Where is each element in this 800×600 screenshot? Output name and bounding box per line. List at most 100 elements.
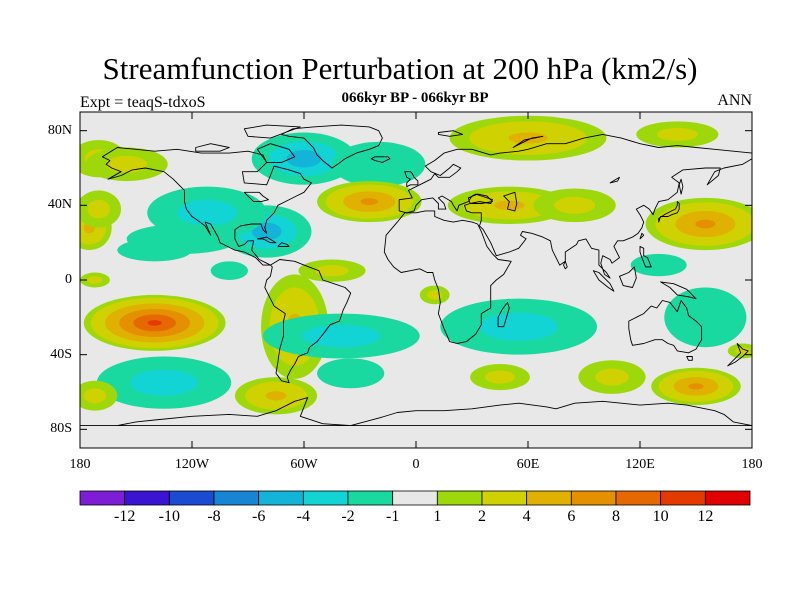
new-guinea	[660, 281, 697, 300]
lat-tick-label: 0	[65, 272, 72, 287]
contour-band	[259, 227, 275, 236]
sri-lanka	[563, 260, 568, 270]
colorbar-swatch	[704, 490, 751, 506]
plot-title: Streamfunction Perturbation at 200 hPa (…	[102, 51, 698, 86]
lake-baikal	[609, 176, 620, 184]
anomaly-cell	[85, 147, 168, 182]
colorbar-swatch	[392, 490, 438, 506]
colorbar-tick-label: -6	[251, 508, 266, 525]
anomaly-cell	[234, 377, 318, 415]
colorbar-tick-label: -4	[296, 508, 310, 525]
anomaly-cell	[664, 287, 747, 348]
contour-band	[427, 290, 443, 300]
anomaly-cell	[80, 190, 122, 228]
contour-band	[360, 198, 379, 206]
contour-band	[265, 391, 287, 401]
colorbar-tick-label: -8	[207, 508, 221, 525]
contour-band	[485, 370, 515, 384]
contour-band	[499, 319, 539, 334]
colorbar-swatch	[213, 490, 260, 506]
contour-band	[106, 155, 148, 173]
colorbar-swatch	[436, 490, 483, 506]
colorbar-swatch	[258, 490, 304, 506]
madagascar	[497, 301, 510, 328]
anomaly-cell	[449, 115, 607, 161]
sakhalin	[678, 178, 684, 195]
south-america-coast	[264, 259, 352, 384]
lat-tick-label: 40S	[50, 346, 72, 362]
anomaly-cell	[645, 197, 752, 251]
colorbar-swatch	[660, 490, 706, 506]
anomaly-cell	[651, 367, 741, 406]
anomaly-cell	[96, 356, 232, 409]
anomaly-cell	[317, 181, 422, 223]
victoria-island	[195, 143, 230, 152]
contour-band	[595, 368, 629, 386]
antarctica-coast	[80, 397, 752, 427]
anomaly-cell	[470, 364, 530, 391]
contour-band	[321, 330, 361, 342]
borneo	[619, 266, 637, 288]
colorbar-tick-label: 1	[433, 508, 442, 525]
experiment-label: Expt = teaqS-tdxoS	[80, 94, 206, 111]
colorbar-tick-label: 12	[697, 508, 714, 525]
lat-tick-label: 80N	[47, 122, 72, 138]
eurasia-coast	[398, 133, 752, 279]
north-america-coast	[101, 147, 312, 266]
lon-tick-label: 180	[69, 457, 91, 472]
colorbar-tick-label: -2	[341, 508, 355, 525]
sumatra	[592, 270, 615, 292]
baffin-island	[256, 143, 296, 163]
contour-band	[315, 265, 349, 277]
anomaly-cell	[298, 259, 366, 282]
ellesmere-island	[243, 124, 301, 139]
colorbar-tick-label: -12	[113, 508, 136, 525]
lon-tick-label: 0	[412, 457, 420, 472]
africa-coast	[383, 210, 512, 344]
novaya-zemlya	[512, 135, 544, 148]
colorbar-tick-label: 10	[652, 508, 669, 525]
anomaly-cell	[80, 272, 110, 288]
anomaly-cell	[630, 253, 687, 277]
contour-band	[147, 320, 162, 326]
contour-band	[333, 365, 368, 381]
contour-band	[192, 206, 222, 220]
anomaly-cell	[117, 238, 192, 262]
australia-coast	[628, 300, 703, 354]
coastlines	[80, 124, 752, 427]
lon-tick-label: 180	[741, 457, 763, 472]
greenland-coast	[281, 124, 383, 169]
anomaly-cell	[578, 360, 646, 394]
lon-tick-label: 120W	[174, 457, 210, 472]
colorbar-tick-label: -10	[158, 508, 180, 525]
anomaly-cell	[440, 298, 598, 355]
colorbar-swatch	[302, 490, 349, 506]
colorbar-swatch	[570, 490, 617, 506]
contour-band	[136, 244, 174, 256]
lat-tick-label: 40N	[47, 197, 72, 213]
colorbar-swatch	[481, 490, 528, 506]
british-isles	[404, 171, 419, 188]
colorbar-tick-label: -1	[385, 508, 400, 525]
lon-tick-label: 60E	[516, 457, 540, 472]
colorbar-tick-label: 4	[522, 508, 531, 525]
tasmania	[686, 356, 693, 361]
anomaly-cell	[636, 121, 719, 148]
anomaly-cell	[332, 141, 426, 187]
colorbar-swatch	[168, 490, 215, 506]
anomaly-cell	[210, 261, 248, 280]
anomaly-cell	[262, 313, 420, 359]
colorbar-tick-label: 2	[478, 508, 486, 525]
new-zealand	[727, 343, 749, 367]
contour-band	[83, 388, 107, 404]
iceland	[370, 156, 391, 163]
japan	[658, 201, 680, 223]
anomaly-cell	[83, 294, 226, 351]
anomaly-cell	[447, 186, 571, 224]
taiwan	[639, 232, 645, 240]
contour-band	[684, 302, 726, 333]
contour-band	[147, 376, 181, 390]
caspian-sea	[503, 191, 518, 212]
great-lakes	[243, 191, 269, 203]
